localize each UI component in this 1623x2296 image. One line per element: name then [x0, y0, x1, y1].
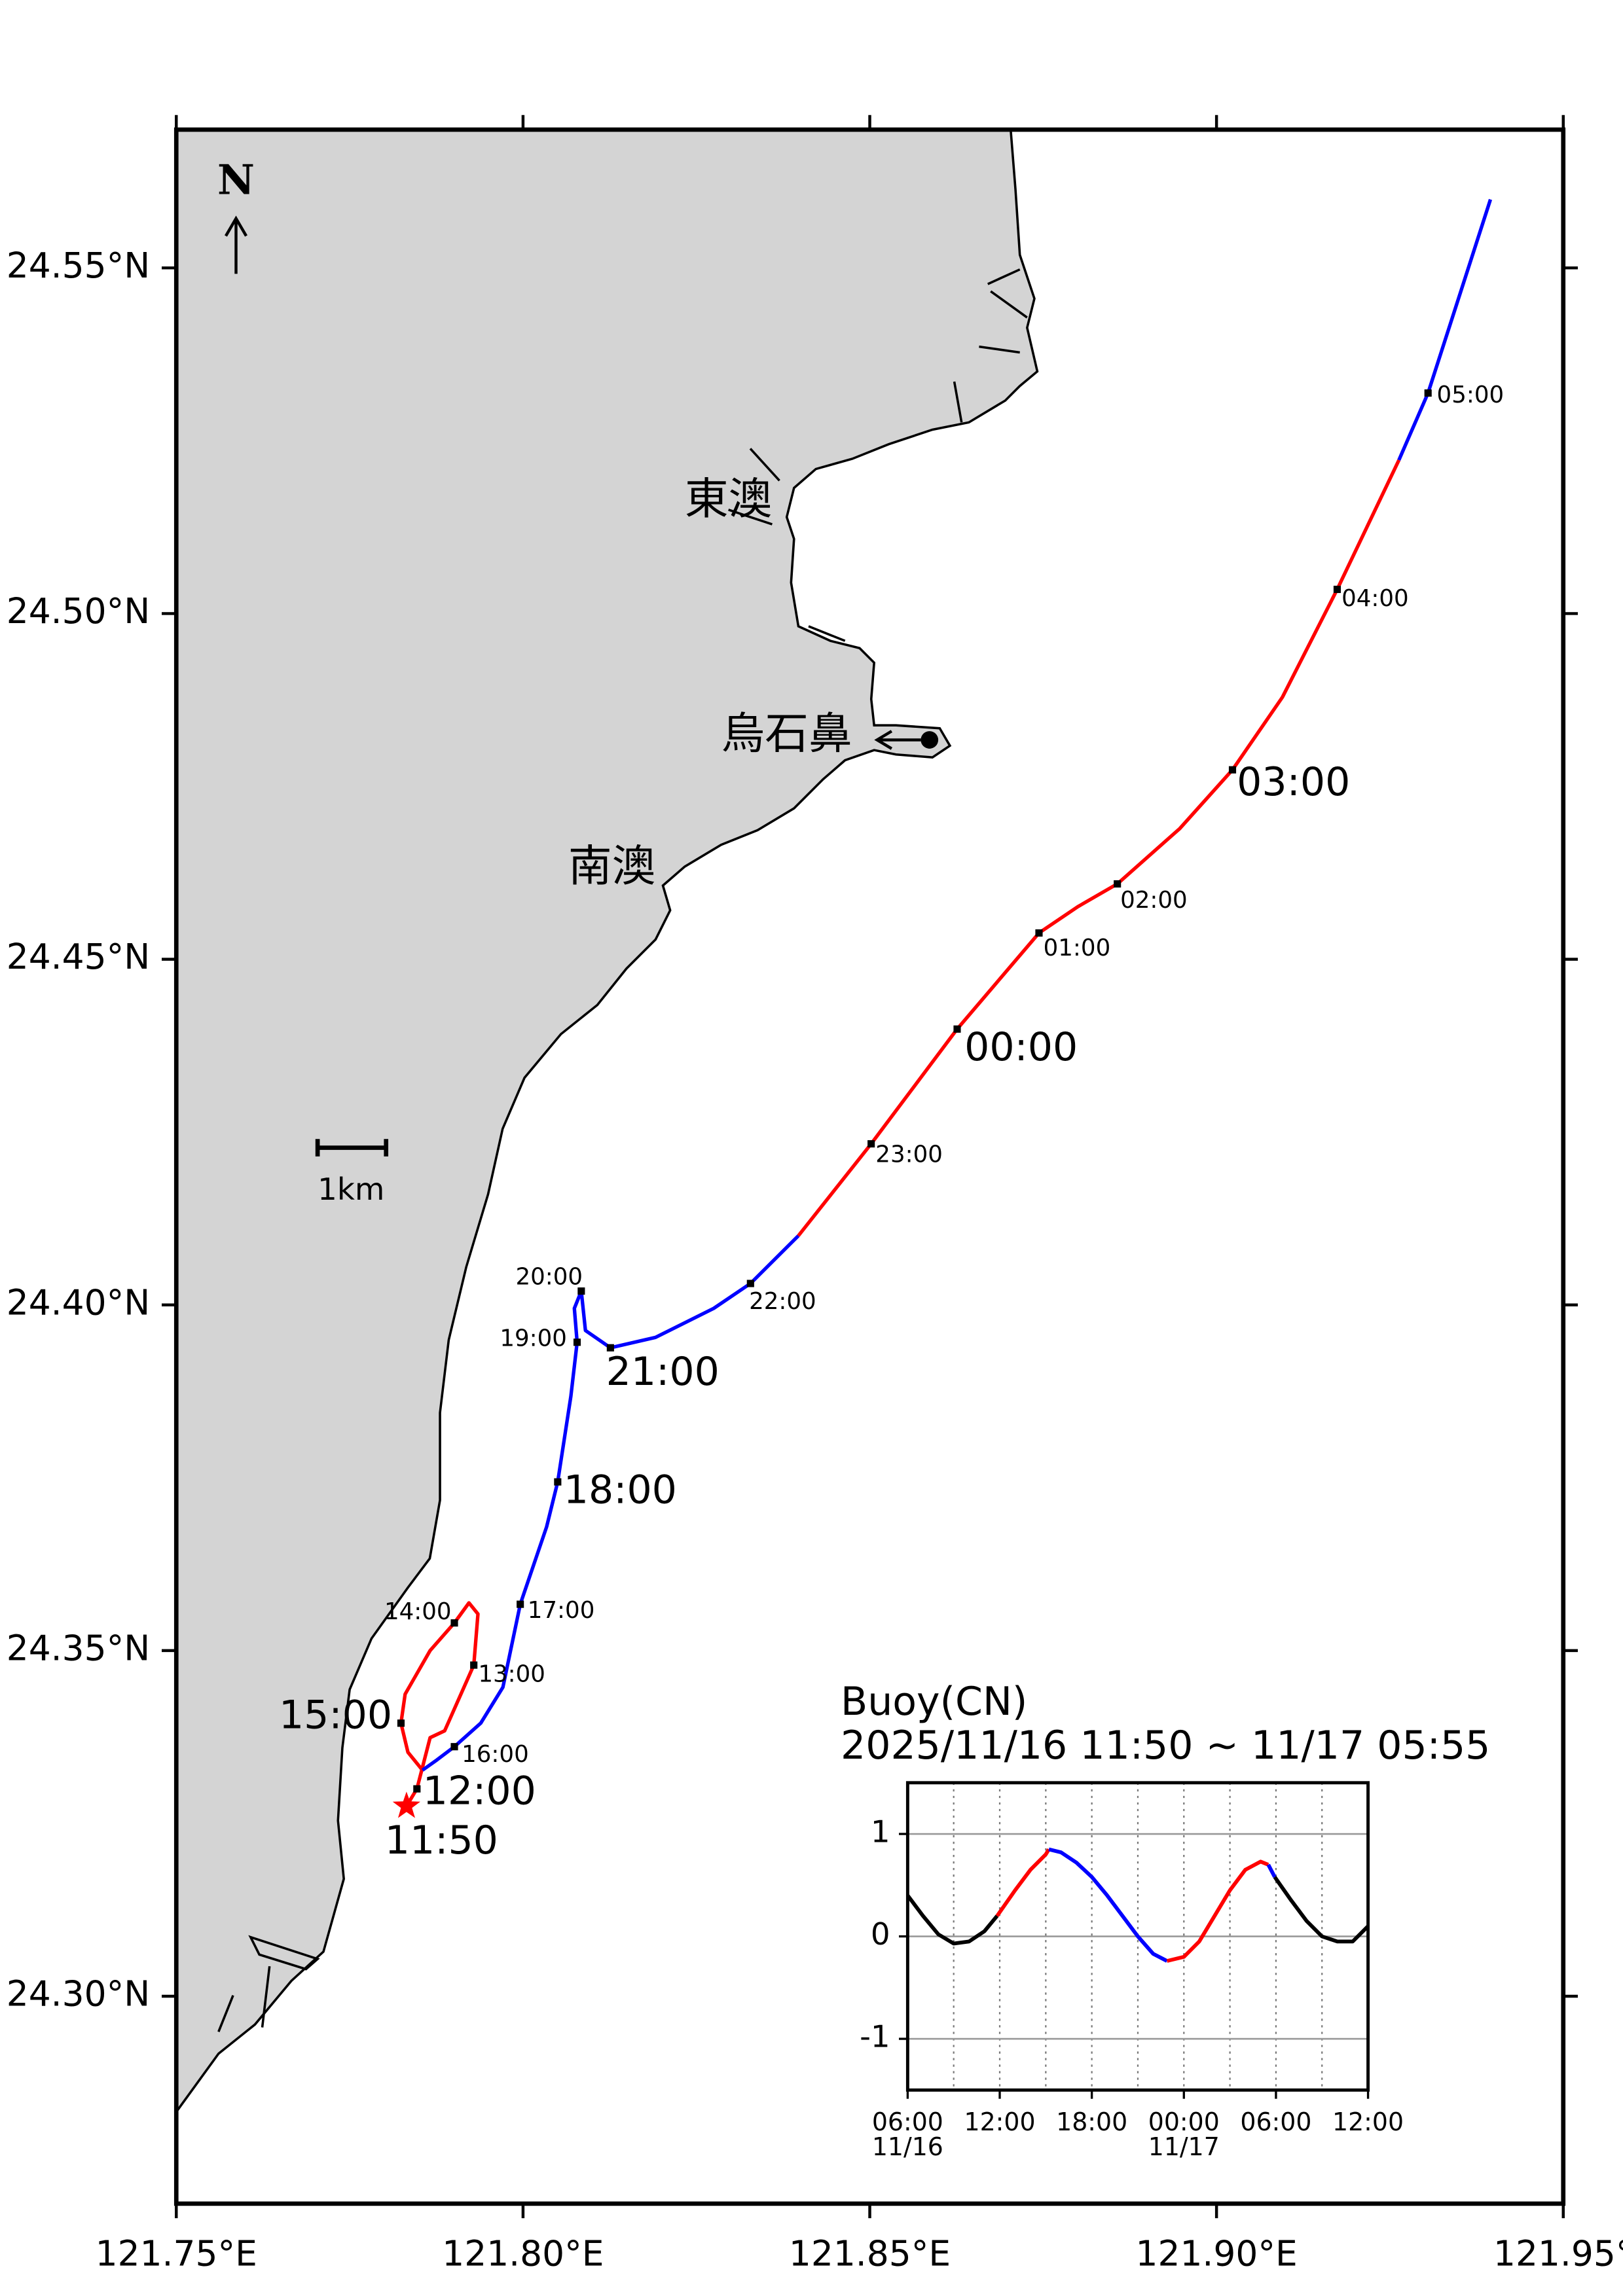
north-label: N [217, 156, 255, 204]
hour-label: 03:00 [1237, 759, 1350, 805]
hour-marker [450, 1619, 458, 1627]
inset-line [1048, 1847, 1168, 1963]
x-tick-label: 121.75°E [96, 2233, 257, 2274]
place-dot [921, 731, 939, 749]
y-tick-label: 24.50°N [7, 590, 150, 632]
hour-label: 15:00 [279, 1692, 392, 1738]
y-tick-label: 24.45°N [7, 936, 150, 977]
land-area [176, 130, 1039, 2114]
hour-marker [413, 1785, 421, 1793]
place-pointer [874, 730, 921, 750]
hour-marker [397, 1719, 405, 1727]
inset-subtitle: 2025/11/16 11:50 ~ 11/17 05:55 [841, 1723, 1490, 1768]
x-date-label: 11/17 [1148, 2132, 1220, 2161]
hour-label: 19:00 [500, 1325, 567, 1352]
hour-marker [554, 1478, 562, 1486]
hour-marker [1228, 766, 1237, 774]
hour-label: 01:00 [1044, 935, 1111, 961]
inset-frame [905, 1781, 1370, 2092]
hour-label: 22:00 [749, 1288, 816, 1315]
inset-line [907, 1894, 999, 1946]
hour-label: 00:00 [964, 1024, 1078, 1070]
hour-marker [1035, 929, 1043, 937]
inset-line [1166, 1859, 1269, 1963]
inset-chart: Buoy(CN) 2025/11/16 11:50 ~ 11/17 05:55 … [841, 1679, 1490, 2161]
place-label: 南澳 [568, 840, 656, 891]
x-tick-label: 18:00 [1056, 2108, 1127, 2136]
river [217, 268, 1028, 2032]
hour-label: 04:00 [1341, 585, 1409, 612]
y-tick-label: 1 [871, 1815, 890, 1850]
hour-marker [1424, 389, 1432, 397]
hour-marker [1114, 880, 1122, 888]
track-segment [797, 459, 1401, 1237]
scale-label: 1km [318, 1172, 384, 1208]
x-tick-label: 06:00 [872, 2108, 943, 2136]
hour-label: 21:00 [606, 1349, 720, 1395]
hour-marker [517, 1600, 524, 1608]
inset-line [1273, 1876, 1368, 1944]
hour-marker [450, 1743, 458, 1751]
hour-marker [746, 1280, 754, 1287]
x-tick-label: 12:00 [1332, 2108, 1404, 2136]
x-tick-label: 121.85°E [789, 2233, 951, 2274]
x-tick-label: 12:00 [964, 2108, 1036, 2136]
y-tick-label: 24.30°N [7, 1973, 150, 2015]
x-tick-label: 00:00 [1148, 2108, 1220, 2136]
track-segment [1397, 198, 1493, 461]
inset-lines [907, 1847, 1368, 1963]
place-label: 東澳 [685, 473, 773, 524]
hour-marker [953, 1025, 961, 1033]
x-tick-label: 06:00 [1240, 2108, 1311, 2136]
hour-label: 05:00 [1437, 382, 1504, 408]
hour-label: 13:00 [478, 1661, 545, 1688]
hour-marker [573, 1338, 581, 1346]
hour-label: 14:00 [384, 1598, 452, 1625]
hour-label: 12:00 [423, 1768, 536, 1814]
hour-label: 02:00 [1120, 887, 1188, 914]
y-tick-label: 24.35°N [7, 1628, 150, 1669]
y-tick-label: -1 [860, 2020, 890, 2055]
x-tick-label: 121.80°E [442, 2233, 604, 2274]
y-tick-label: 0 [871, 1917, 890, 1952]
hour-label: 23:00 [875, 1141, 943, 1168]
track-segment [421, 1234, 800, 1772]
place-label: 烏石鼻 [721, 708, 852, 759]
hour-marker [577, 1287, 585, 1295]
y-tick-label: 24.55°N [7, 245, 150, 286]
inset-line [1266, 1863, 1277, 1878]
hour-label: 18:00 [564, 1467, 677, 1513]
north-arrow [225, 215, 248, 274]
hour-label: 17:00 [528, 1597, 595, 1624]
land [176, 130, 1039, 2114]
inset-title: Buoy(CN) [841, 1679, 1027, 1725]
hour-label: 20:00 [516, 1264, 583, 1291]
scale-bar [315, 1139, 389, 1157]
hour-marker [606, 1344, 614, 1352]
hour-label: 16:00 [462, 1741, 529, 1768]
hour-marker [867, 1140, 875, 1148]
start-label: 11:50 [385, 1818, 498, 1863]
x-date-label: 11/16 [872, 2132, 943, 2161]
y-tick-label: 24.40°N [7, 1282, 150, 1323]
hour-marker [470, 1661, 478, 1669]
x-tick-label: 121.90°E [1136, 2233, 1298, 2274]
x-tick-label: 121.95° [1493, 2233, 1623, 2274]
start-marker [392, 1791, 421, 1818]
hour-marker [1333, 585, 1341, 594]
inset-line [995, 1848, 1051, 1917]
